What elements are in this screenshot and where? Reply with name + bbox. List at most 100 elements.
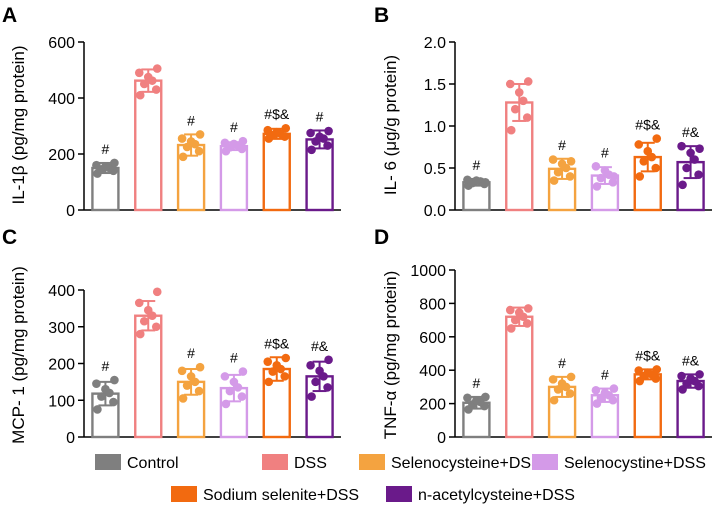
- data-point: [557, 159, 567, 169]
- data-point: [280, 372, 290, 381]
- legend-item-n-acetylcysteine-dss: n-acetylcysteine+DSS: [386, 486, 575, 504]
- panel-letter-a: A: [2, 4, 17, 27]
- y-tick-label: 0: [66, 430, 75, 447]
- data-point: [678, 180, 687, 190]
- panel-letter-d: D: [374, 226, 389, 249]
- data-point: [139, 79, 149, 89]
- data-point: [182, 381, 192, 390]
- legend-item-control: Control: [95, 454, 179, 472]
- legend-swatch: [359, 454, 385, 470]
- data-point: [505, 305, 515, 315]
- legend-label: Control: [127, 455, 179, 472]
- data-point: [565, 389, 575, 398]
- y-tick-label: 200: [48, 147, 75, 164]
- legend-label: n-acetylcysteine+DSS: [418, 487, 575, 504]
- panel-letter-b: B: [374, 4, 389, 27]
- data-point: [315, 366, 324, 376]
- y-tick-label: 0.0: [424, 203, 446, 220]
- data-point: [110, 158, 119, 168]
- data-point: [101, 162, 110, 171]
- data-point: [229, 377, 239, 387]
- data-point: [652, 134, 662, 143]
- data-point: [472, 176, 481, 185]
- data-point: [463, 175, 472, 185]
- legend-swatch: [95, 454, 121, 470]
- plot-d: 0 200 400 600 800 1000 # # # #$& #&: [410, 263, 712, 447]
- data-point: [514, 308, 524, 317]
- data-point: [152, 64, 162, 73]
- data-point: [506, 125, 516, 135]
- data-point: [194, 146, 204, 156]
- bar-dss: [505, 315, 534, 439]
- data-point: [238, 136, 248, 146]
- plot-c: 0 100 200 300 400 # # # #$& #&: [48, 283, 341, 447]
- data-point: [609, 384, 619, 393]
- data-point: [177, 134, 187, 143]
- legend-swatch: [262, 454, 288, 470]
- data-point: [220, 138, 230, 148]
- data-point: [463, 393, 472, 403]
- y-tick-label: 0: [437, 430, 446, 447]
- panel-d: D TNF-α (pg/mg protein) 0 200 400 600 800 100…: [374, 226, 712, 447]
- significance-label: #: [102, 141, 110, 157]
- significance-label: #$&: [264, 335, 290, 351]
- data-point: [324, 355, 333, 365]
- data-point: [307, 145, 316, 155]
- data-point: [634, 366, 644, 375]
- significance-label: #: [316, 108, 324, 124]
- legend-swatch: [171, 486, 197, 502]
- plot-a: 0 200 400 600 # # # #$& #: [48, 35, 341, 220]
- bar-selenocystine-dss: [219, 144, 249, 212]
- data-point: [324, 126, 333, 136]
- y-tick-label: 200: [419, 397, 446, 414]
- data-point: [229, 139, 239, 149]
- data-point: [263, 125, 273, 135]
- data-point: [510, 315, 520, 325]
- data-point: [600, 166, 610, 175]
- y-tick-label: 400: [48, 91, 75, 108]
- data-point: [592, 182, 602, 191]
- legend-swatch: [532, 454, 558, 470]
- data-point: [686, 148, 695, 158]
- legend-label: Selenocystine+DSS: [564, 455, 706, 472]
- significance-label: #: [601, 367, 609, 383]
- data-point: [609, 172, 619, 181]
- plot-b: 0.0 0.5 1.0 1.5 2.0 # # # #$& #&: [424, 35, 712, 220]
- data-point: [134, 68, 144, 78]
- legend-item-selenocysteine-dss: Selenocysteine+DSS: [359, 454, 542, 472]
- data-point: [220, 372, 230, 381]
- data-point: [272, 361, 282, 370]
- data-point: [101, 384, 110, 394]
- ylabel-c: MCP- 1 (pg/mg protein): [9, 266, 28, 444]
- data-point: [677, 371, 686, 381]
- data-point: [194, 386, 204, 396]
- data-point: [315, 132, 324, 141]
- data-point: [268, 367, 278, 376]
- significance-label: #: [102, 358, 110, 374]
- data-point: [643, 146, 653, 156]
- y-tick-label: 1.0: [424, 119, 446, 136]
- data-point: [522, 113, 532, 122]
- significance-label: #&: [682, 352, 700, 368]
- data-point: [643, 368, 653, 378]
- data-point: [221, 399, 231, 409]
- data-point: [323, 141, 332, 150]
- data-point: [92, 379, 101, 389]
- data-point: [553, 167, 563, 177]
- legend-item-selenocystine-dss: Selenocystine+DSS: [532, 454, 706, 472]
- y-tick-label: 200: [48, 357, 75, 374]
- significance-label: #: [230, 119, 238, 135]
- data-point: [135, 329, 145, 339]
- data-point: [178, 394, 188, 403]
- data-point: [514, 88, 524, 97]
- data-point: [307, 392, 316, 401]
- panel-b: B IL- 6 (μg/g protein) 0.0 0.5 1.0 1.5 2.0 # #…: [374, 4, 712, 220]
- data-point: [518, 96, 528, 106]
- data-point: [600, 388, 610, 398]
- data-point: [596, 173, 606, 183]
- legend: Control DSS Selenocysteine+DSS Selenocystin…: [95, 454, 706, 504]
- data-point: [549, 176, 559, 185]
- significance-label: #&: [682, 124, 700, 140]
- data-point: [264, 377, 274, 387]
